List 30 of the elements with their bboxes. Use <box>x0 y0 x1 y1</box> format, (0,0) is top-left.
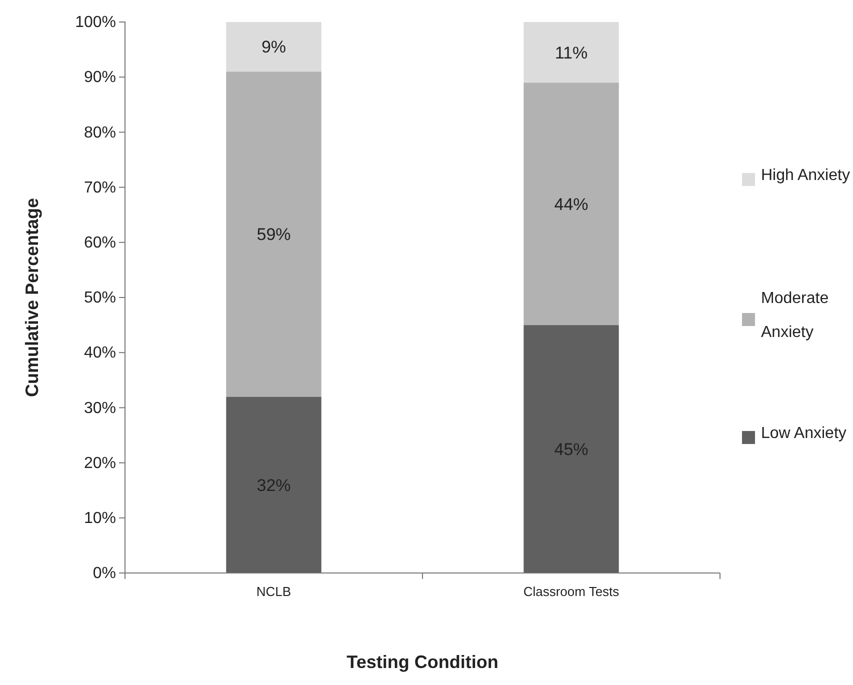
bar <box>524 325 619 573</box>
x-tick-label: NCLB <box>256 584 292 600</box>
x-axis-title: Testing Condition <box>346 652 498 672</box>
data-label: 11% <box>554 43 588 62</box>
bar <box>524 82 619 326</box>
y-tick-label: 30% <box>84 400 116 417</box>
data-label: 44% <box>554 194 588 214</box>
legend-label: Low Anxiety <box>761 425 846 442</box>
y-tick-label: 70% <box>84 179 116 196</box>
y-tick-label: 10% <box>84 510 116 528</box>
y-tick-label: 100% <box>75 14 116 32</box>
y-axis-title: Cumulative Percentage <box>22 198 42 398</box>
y-tick-label: 0% <box>92 565 116 582</box>
y-tick-label: 40% <box>84 344 116 362</box>
y-tick-label: 90% <box>84 69 116 86</box>
y-tick-label: 80% <box>84 124 116 142</box>
bar <box>226 396 322 573</box>
data-label: 59% <box>256 225 291 244</box>
data-label: 32% <box>256 476 291 495</box>
bar <box>226 22 322 72</box>
legend-label: High Anxiety <box>761 167 850 184</box>
data-label: 9% <box>261 38 286 57</box>
y-tick-label: 50% <box>84 290 116 307</box>
x-tick-label: Classroom Tests <box>523 584 620 600</box>
y-tick-label: 20% <box>84 454 116 472</box>
y-tick-label: 60% <box>84 234 116 252</box>
data-label: 45% <box>554 440 588 459</box>
legend-label: Moderate Anxiety <box>761 290 829 341</box>
bar <box>226 72 322 397</box>
bar <box>524 22 619 83</box>
